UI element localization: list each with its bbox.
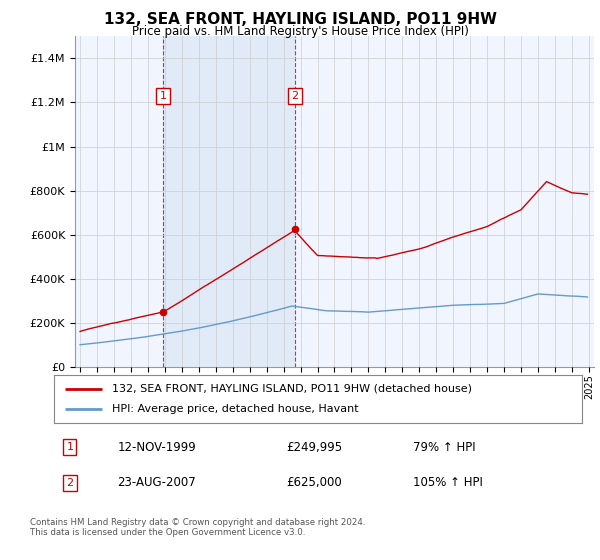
Text: 23-AUG-2007: 23-AUG-2007 <box>118 477 196 489</box>
Bar <box>163 36 295 367</box>
Text: 12-NOV-1999: 12-NOV-1999 <box>118 441 196 454</box>
Point <box>290 225 299 234</box>
Text: 105% ↑ HPI: 105% ↑ HPI <box>413 477 483 489</box>
Text: 79% ↑ HPI: 79% ↑ HPI <box>413 441 476 454</box>
Text: 2: 2 <box>291 91 298 101</box>
Text: Price paid vs. HM Land Registry's House Price Index (HPI): Price paid vs. HM Land Registry's House … <box>131 25 469 38</box>
Text: £249,995: £249,995 <box>286 441 343 454</box>
Text: Contains HM Land Registry data © Crown copyright and database right 2024.
This d: Contains HM Land Registry data © Crown c… <box>30 518 365 538</box>
Text: 132, SEA FRONT, HAYLING ISLAND, PO11 9HW (detached house): 132, SEA FRONT, HAYLING ISLAND, PO11 9HW… <box>112 384 472 394</box>
Text: £625,000: £625,000 <box>286 477 342 489</box>
Text: 1: 1 <box>67 442 73 452</box>
Point <box>158 307 167 316</box>
Text: HPI: Average price, detached house, Havant: HPI: Average price, detached house, Hava… <box>112 404 359 414</box>
Text: 132, SEA FRONT, HAYLING ISLAND, PO11 9HW: 132, SEA FRONT, HAYLING ISLAND, PO11 9HW <box>104 12 497 27</box>
Text: 1: 1 <box>160 91 166 101</box>
Text: 2: 2 <box>66 478 73 488</box>
